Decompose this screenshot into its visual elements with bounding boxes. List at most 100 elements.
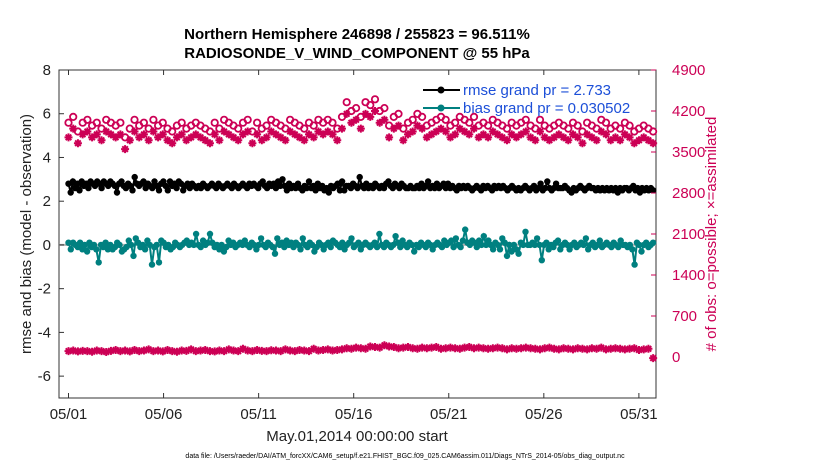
point-bias [192,230,200,238]
point-obs_low [550,344,559,353]
point-obs_low [512,344,521,353]
point-obs_low [92,346,101,355]
point-obs_assimilated_high [158,130,167,139]
point-obs_assimilated_high [380,115,389,124]
point-obs_low [366,342,375,351]
chart-title-line1: Northern Hemisphere 246898 / 255823 = 96… [184,26,530,43]
point-obs_low [578,344,587,353]
point-obs_possible_high [441,115,450,124]
point-obs_assimilated_high [281,136,290,145]
point-obs_low [361,344,370,353]
point-bias [531,241,538,249]
point-obs_low [635,345,644,354]
point-obs_assimilated_high [554,130,563,139]
point-obs_assimilated_high [606,136,615,145]
point-obs_low [385,342,394,351]
point-obs_assimilated_high [587,133,596,142]
point-obs_low [276,347,285,356]
point-obs_low [455,344,464,353]
point-obs_low [328,346,337,355]
point-obs_low [630,344,639,353]
point-bias [452,235,460,242]
point-obs_assimilated_high [83,127,92,136]
point-obs_possible_high [168,127,177,136]
point-obs_low [253,345,262,354]
point-obs_assimilated_high [196,133,205,142]
point-obs_assimilated_high [172,133,181,142]
point-bias [631,261,638,268]
point-obs_assimilated_high [139,130,148,139]
point-obs_low [644,344,653,353]
point-bias [649,239,657,246]
point-obs_low [587,344,596,353]
point-obs_assimilated_high [356,124,365,133]
point-obs_low [243,346,252,355]
point-obs_assimilated_high [469,124,478,133]
point-obs_low [545,343,554,352]
point-obs_assimilated_high [69,124,78,133]
point-obs_possible_high [502,124,512,133]
point-obs_low [125,347,134,356]
point-obs_assimilated_high [276,133,285,142]
point-obs_low [286,346,295,355]
point-obs_low [474,343,483,352]
point-obs_assimilated_high [616,136,625,145]
x-axis-label: May.01,2014 00:00:00 start [266,428,448,445]
point-obs_possible_high [158,118,167,127]
point-obs_low [625,344,634,353]
point-rmse [279,176,286,183]
point-rmse [164,187,171,194]
point-obs_low [130,345,139,354]
point-obs_assimilated_high [521,127,530,136]
point-bias [95,259,102,266]
legend: rmse grand pr = 2.733 bias grand pr = 0.… [423,82,630,117]
point-obs_assimilated_high [342,109,351,118]
point-obs_assimilated_high [64,133,73,142]
y-tick-labels: -6 -4 -2 0 2 4 6 8 [38,62,51,385]
point-bias [206,230,214,238]
point-obs_low [182,346,191,355]
point-obs_assimilated_high [389,124,398,133]
x-tick-label: 05/31 [620,406,658,423]
point-obs_possible_high [601,118,611,127]
point-rmse [424,178,432,185]
point-obs_low [380,341,389,350]
point-obs_low [352,343,361,352]
point-obs_low [196,346,205,355]
point-obs_low [559,344,568,353]
point-obs_possible_high [130,115,139,124]
point-obs_low [394,344,403,353]
point-bias [503,252,511,260]
point-obs_possible_high [380,104,389,113]
point-obs_assimilated_high [238,130,247,139]
point-rmse [155,187,163,194]
point-obs_possible_high [205,127,215,136]
point-obs_assimilated_high [121,145,130,154]
point-bias [596,237,603,244]
point-obs_assimilated_high [295,133,304,142]
point-obs_possible_high [351,104,361,113]
point-bias [130,252,137,260]
point-obs_assimilated_high [630,139,639,148]
point-obs_low [267,346,276,355]
point-obs_low [502,345,511,354]
point-obs_low [210,347,219,356]
point-obs_assimilated_high [451,130,460,139]
point-obs_low [201,345,210,354]
point-obs_possible_high [469,112,479,122]
point-rmse [356,173,363,181]
point-obs_assimilated_high [484,133,493,142]
point-obs_possible_high [394,109,403,119]
point-obs_low [403,343,412,352]
point-obs_low [465,343,474,352]
point-obs_assimilated_high [215,136,224,145]
point-obs_possible_high [328,118,337,127]
point-obs_assimilated_high [418,124,427,133]
point-obs_assimilated_high [625,133,634,142]
point-obs_assimilated_high [187,133,196,142]
point-rmse [325,189,332,196]
point-obs_low [554,345,563,354]
point-obs_assimilated_high [592,136,601,145]
point-obs_low [319,345,328,354]
point-obs_assimilated_high [149,127,158,136]
